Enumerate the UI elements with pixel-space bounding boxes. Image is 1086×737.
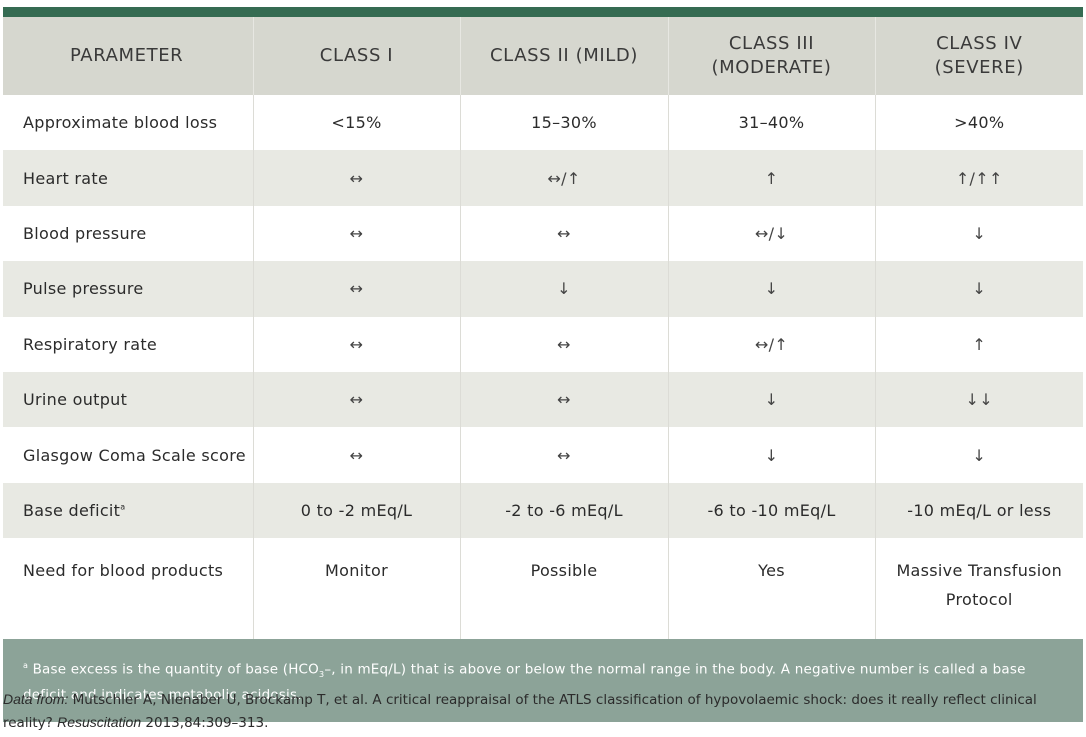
header-class-2: CLASS II (MILD) (460, 17, 669, 95)
row-label: Glasgow Coma Scale score (3, 427, 254, 483)
table-row: Base deficita 0 to -2 mEq/L -2 to -6 mEq… (3, 482, 1083, 539)
footnote-marker: a (23, 661, 29, 671)
cell-class-2: Possible (460, 538, 669, 640)
table-row: Heart rate ↔ ↔/↑ ↑ ↑/↑↑ (3, 150, 1083, 206)
cell-class-3: Yes (668, 538, 876, 640)
cell-class-4: ↑ (875, 316, 1083, 372)
cell-class-4: ↓ (875, 261, 1083, 317)
footnote-marker: a (120, 502, 126, 512)
cell-class-1: 0 to -2 mEq/L (253, 482, 461, 539)
table-row: Respiratory rate ↔ ↔ ↔/↑ ↑ (3, 316, 1083, 372)
row-label: Blood pressure (3, 205, 254, 262)
cell-class-1: ↔ (253, 316, 461, 372)
cell-class-2: 15–30% (460, 95, 669, 151)
cell-class-2: -2 to -6 mEq/L (460, 482, 669, 539)
cell-class-2: ↔ (460, 427, 669, 483)
citation-journal: Resuscitation (57, 714, 142, 730)
table-row: Pulse pressure ↔ ↓ ↓ ↓ (3, 261, 1083, 317)
table-row: Blood pressure ↔ ↔ ↔/↓ ↓ (3, 205, 1083, 262)
footnote-text-after: –, in mEq/L) that is above or below the … (23, 661, 1026, 704)
row-label: Base deficita (3, 482, 254, 539)
row-label: Urine output (3, 371, 254, 428)
footnote-text-before: Base excess is the quantity of base (HCO (28, 661, 320, 678)
cell-class-3: ↓ (668, 427, 876, 483)
cell-class-4: ↑/↑↑ (875, 150, 1083, 206)
row-label: Pulse pressure (3, 261, 254, 317)
cell-class-2: ↔ (460, 371, 669, 428)
cell-class-4: ↓ (875, 427, 1083, 483)
cell-class-1: ↔ (253, 150, 461, 206)
cell-class-4: Massive Transfusion Protocol (875, 538, 1083, 640)
row-label: Need for blood products (3, 538, 254, 640)
table-footnote: a Base excess is the quantity of base (H… (3, 639, 1083, 723)
cell-class-1: ↔ (253, 261, 461, 317)
cell-class-1: ↔ (253, 205, 461, 262)
cell-class-2: ↔/↑ (460, 150, 669, 206)
header-parameter: PARAMETER (3, 17, 254, 95)
shock-classification-table-panel: PARAMETER CLASS I CLASS II (MILD) CLASS … (3, 7, 1083, 723)
cell-class-1: <15% (253, 95, 461, 151)
table-row: Urine output ↔ ↔ ↓ ↓↓ (3, 371, 1083, 428)
cell-class-1: Monitor (253, 538, 461, 640)
cell-class-3: ↔/↑ (668, 316, 876, 372)
table-row: Glasgow Coma Scale score ↔ ↔ ↓ ↓ (3, 427, 1083, 483)
row-label: Approximate blood loss (3, 95, 254, 151)
header-class-1: CLASS I (253, 17, 461, 95)
header-class-3: CLASS III (MODERATE) (668, 17, 876, 95)
row-label: Respiratory rate (3, 316, 254, 372)
citation-authors-title: Mutschler A, Nienaber U, Brockamp T, et … (3, 692, 1037, 731)
cell-class-4: ↓↓ (875, 371, 1083, 428)
cell-class-3: ↔/↓ (668, 205, 876, 262)
cell-class-2: ↔ (460, 316, 669, 372)
table-row: Need for blood products Monitor Possible… (3, 538, 1083, 640)
cell-class-2: ↓ (460, 261, 669, 317)
footnote-subscript: 3 (319, 670, 325, 680)
table-header-row: PARAMETER CLASS I CLASS II (MILD) CLASS … (3, 17, 1083, 95)
header-class-4-text: CLASS IV (SEVERE) (934, 33, 1024, 78)
row-label-text: Base deficit (23, 500, 121, 520)
header-class-3-text: CLASS III (MODERATE) (711, 33, 832, 78)
citation-prefix: Data from: (3, 691, 69, 707)
cell-class-3: 31–40% (668, 95, 876, 151)
cell-class-3: ↑ (668, 150, 876, 206)
cell-class-4: -10 mEq/L or less (875, 482, 1083, 539)
cell-class-4: ↓ (875, 205, 1083, 262)
row-label: Heart rate (3, 150, 254, 206)
citation-details: 2013,84:309–313. (141, 715, 269, 731)
table-row: Approximate blood loss <15% 15–30% 31–40… (3, 95, 1083, 151)
cell-class-1: ↔ (253, 371, 461, 428)
source-citation: Data from: Mutschler A, Nienaber U, Broc… (3, 688, 1078, 734)
header-class-4: CLASS IV (SEVERE) (875, 17, 1083, 95)
cell-class-3: ↓ (668, 371, 876, 428)
cell-class-2: ↔ (460, 205, 669, 262)
shock-classification-table: PARAMETER CLASS I CLASS II (MILD) CLASS … (3, 17, 1083, 640)
cell-class-4: >40% (875, 95, 1083, 151)
cell-class-1: ↔ (253, 427, 461, 483)
cell-class-3: ↓ (668, 261, 876, 317)
cell-class-3: -6 to -10 mEq/L (668, 482, 876, 539)
